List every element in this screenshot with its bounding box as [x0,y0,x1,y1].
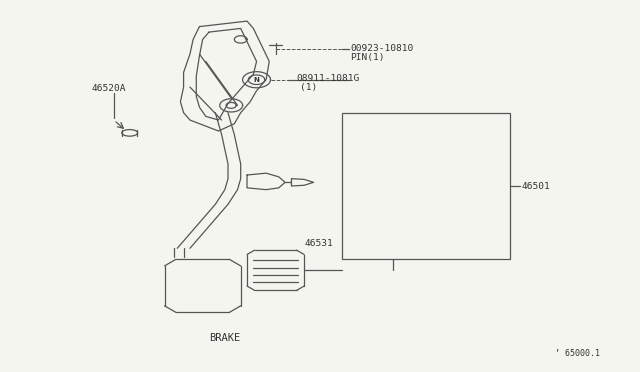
Text: 46531: 46531 [304,240,333,248]
Text: ’ 65000.1: ’ 65000.1 [555,349,600,358]
Text: 46501: 46501 [522,182,550,190]
Text: 00923-10810: 00923-10810 [351,44,413,53]
Text: 46520A: 46520A [92,84,126,93]
Text: BRAKE: BRAKE [209,333,241,343]
Bar [342,113,510,259]
Text: 08911-1081G: 08911-1081G [296,74,359,83]
Text: N: N [253,77,259,83]
Text: PIN(1): PIN(1) [351,53,385,62]
Text: (1): (1) [300,83,317,92]
